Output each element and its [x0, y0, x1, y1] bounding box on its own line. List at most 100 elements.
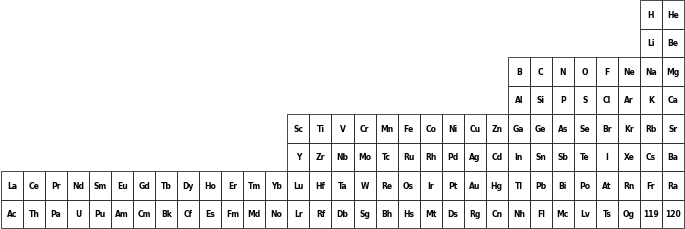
- Text: Ds: Ds: [447, 209, 458, 218]
- Bar: [420, 171, 442, 200]
- Bar: [420, 114, 442, 143]
- Text: Nd: Nd: [72, 181, 84, 190]
- Bar: [640, 143, 662, 171]
- Text: Mn: Mn: [380, 124, 393, 133]
- Bar: [353, 143, 375, 171]
- Bar: [397, 114, 420, 143]
- Text: Ru: Ru: [403, 153, 414, 161]
- Text: Se: Se: [580, 124, 590, 133]
- Bar: [288, 200, 310, 228]
- Bar: [265, 200, 288, 228]
- Bar: [552, 58, 574, 86]
- Bar: [464, 143, 486, 171]
- Text: Tm: Tm: [248, 181, 261, 190]
- Text: Pa: Pa: [51, 209, 62, 218]
- Bar: [640, 29, 662, 58]
- Bar: [1, 171, 23, 200]
- Bar: [199, 200, 221, 228]
- Text: Pr: Pr: [51, 181, 61, 190]
- Bar: [243, 200, 265, 228]
- Bar: [552, 114, 574, 143]
- Text: Mc: Mc: [557, 209, 569, 218]
- Text: Hs: Hs: [403, 209, 414, 218]
- Text: Am: Am: [115, 209, 129, 218]
- Text: Lv: Lv: [580, 209, 590, 218]
- Text: Co: Co: [425, 124, 436, 133]
- Bar: [618, 114, 640, 143]
- Text: Cr: Cr: [360, 124, 369, 133]
- Bar: [243, 171, 265, 200]
- Text: F: F: [604, 68, 610, 76]
- Bar: [67, 200, 89, 228]
- Text: Fe: Fe: [403, 124, 414, 133]
- Bar: [375, 114, 397, 143]
- Text: Ti: Ti: [316, 124, 325, 133]
- Bar: [353, 200, 375, 228]
- Text: Y: Y: [296, 153, 301, 161]
- Text: Yb: Yb: [271, 181, 282, 190]
- Text: Ga: Ga: [513, 124, 525, 133]
- Bar: [640, 86, 662, 114]
- Text: O: O: [582, 68, 588, 76]
- Bar: [397, 171, 420, 200]
- Text: Mg: Mg: [667, 68, 680, 76]
- Text: Os: Os: [403, 181, 414, 190]
- Bar: [375, 171, 397, 200]
- Text: Tb: Tb: [161, 181, 172, 190]
- Text: S: S: [582, 96, 588, 105]
- Text: C: C: [538, 68, 544, 76]
- Text: Pt: Pt: [448, 181, 458, 190]
- Bar: [552, 200, 574, 228]
- Bar: [177, 171, 199, 200]
- Bar: [310, 171, 332, 200]
- Text: Ne: Ne: [623, 68, 635, 76]
- Bar: [552, 86, 574, 114]
- Bar: [618, 86, 640, 114]
- Text: I: I: [606, 153, 608, 161]
- Bar: [67, 171, 89, 200]
- Text: Cs: Cs: [646, 153, 656, 161]
- Bar: [221, 171, 243, 200]
- Bar: [486, 143, 508, 171]
- Text: No: No: [271, 209, 282, 218]
- Text: Er: Er: [228, 181, 237, 190]
- Text: Cf: Cf: [184, 209, 192, 218]
- Bar: [596, 143, 618, 171]
- Bar: [508, 171, 530, 200]
- Text: Sr: Sr: [669, 124, 677, 133]
- Text: Sc: Sc: [293, 124, 303, 133]
- Text: Cl: Cl: [603, 96, 611, 105]
- Bar: [640, 1, 662, 29]
- Bar: [464, 171, 486, 200]
- Bar: [133, 200, 155, 228]
- Text: Ra: Ra: [667, 181, 679, 190]
- Bar: [662, 58, 684, 86]
- Text: Au: Au: [469, 181, 480, 190]
- Bar: [177, 200, 199, 228]
- Text: Bk: Bk: [161, 209, 172, 218]
- Bar: [310, 143, 332, 171]
- Bar: [508, 86, 530, 114]
- Bar: [133, 171, 155, 200]
- Text: In: In: [514, 153, 523, 161]
- Bar: [310, 114, 332, 143]
- Bar: [89, 171, 111, 200]
- Bar: [397, 200, 420, 228]
- Text: Ba: Ba: [667, 153, 678, 161]
- Text: Cu: Cu: [469, 124, 480, 133]
- Text: Lu: Lu: [293, 181, 303, 190]
- Text: 119: 119: [643, 209, 659, 218]
- Bar: [552, 143, 574, 171]
- Text: B: B: [516, 68, 522, 76]
- Bar: [618, 58, 640, 86]
- Text: Be: Be: [667, 39, 678, 48]
- Text: Ni: Ni: [448, 124, 457, 133]
- Bar: [111, 200, 133, 228]
- Text: Ta: Ta: [338, 181, 347, 190]
- Bar: [486, 171, 508, 200]
- Bar: [574, 143, 596, 171]
- Text: Pd: Pd: [447, 153, 458, 161]
- Text: Al: Al: [514, 96, 523, 105]
- Bar: [640, 114, 662, 143]
- Text: Cd: Cd: [491, 153, 502, 161]
